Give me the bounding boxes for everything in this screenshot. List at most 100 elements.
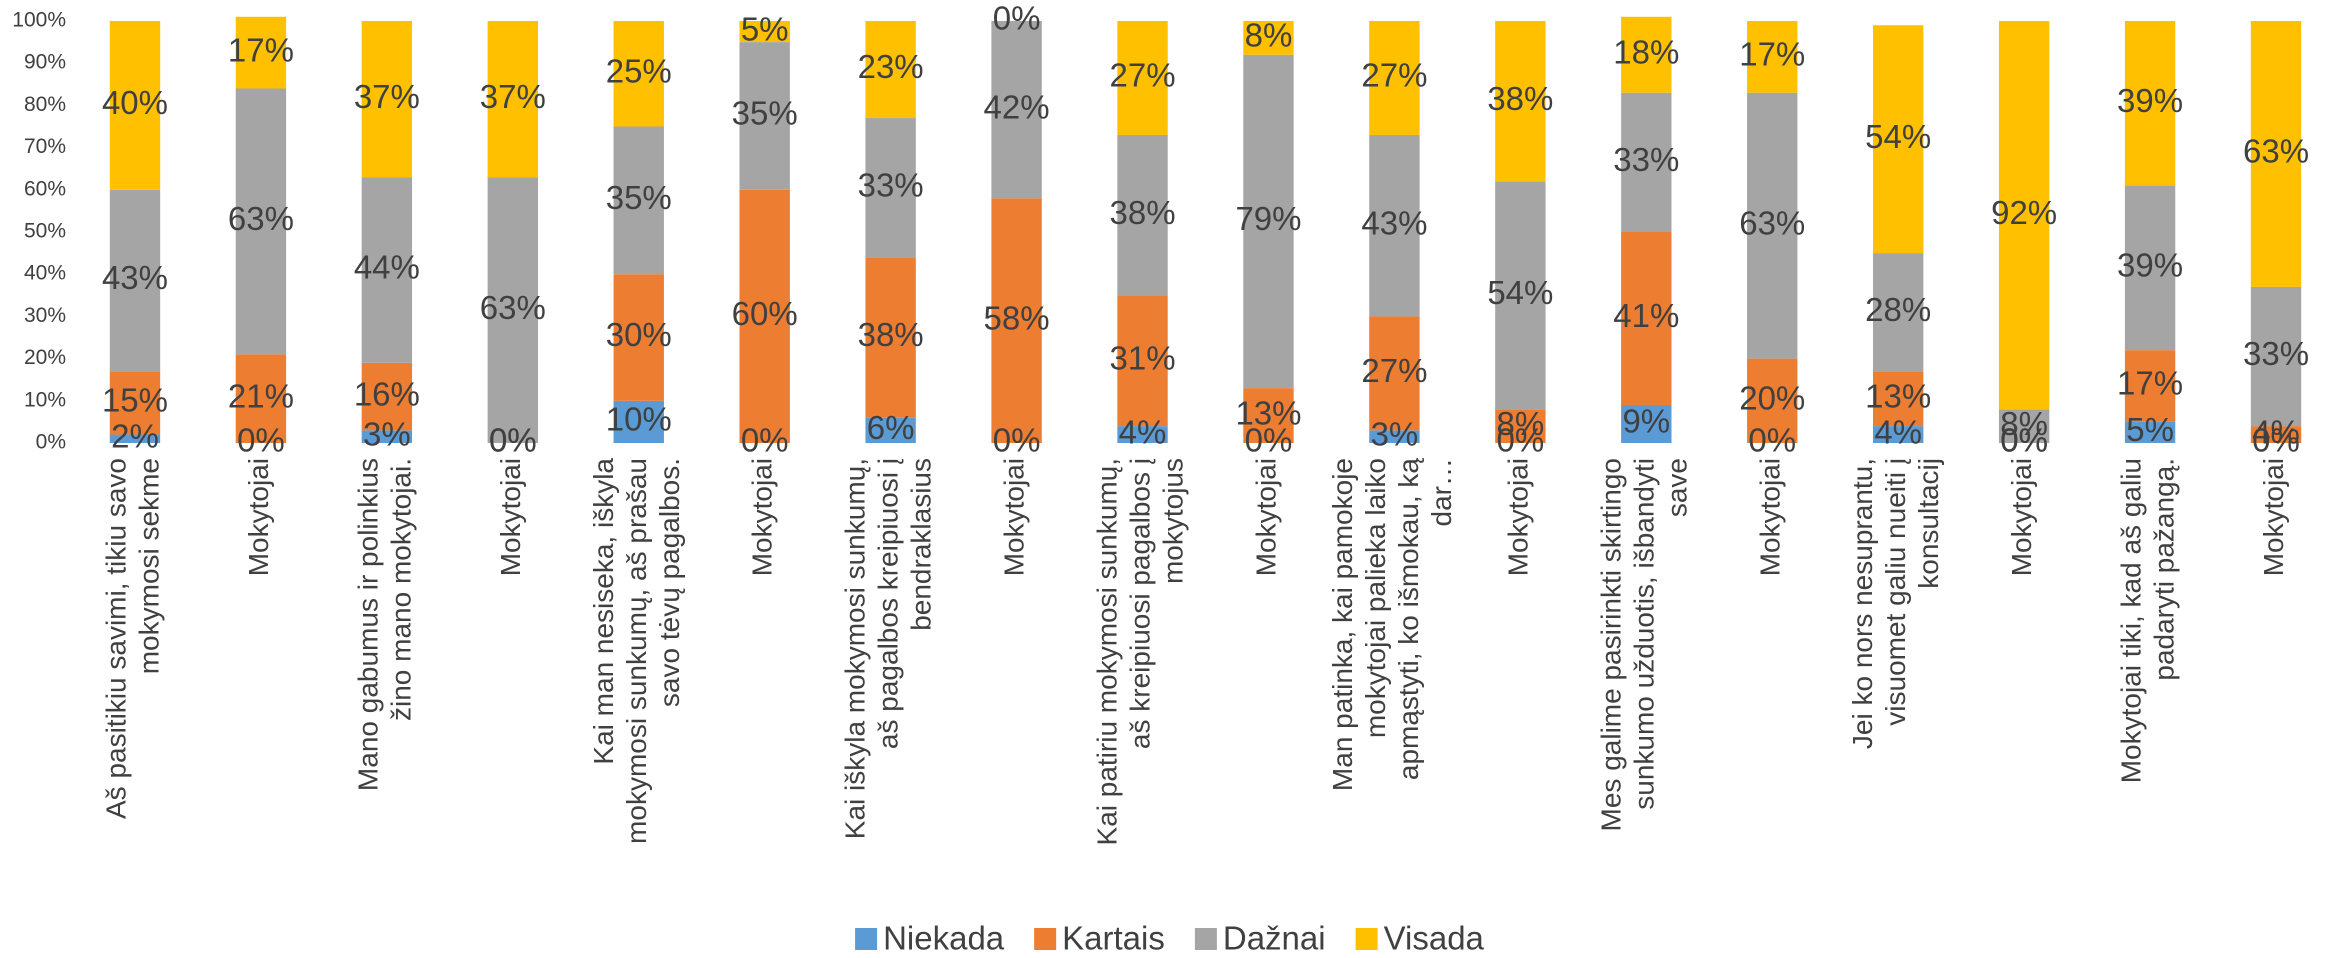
data-label: 8% — [1497, 405, 1545, 442]
x-tick-label-group: Jei ko nors nesuprantu,visuomet galiu nu… — [1848, 458, 1945, 749]
bar-segment — [109, 434, 161, 443]
data-label: 58% — [984, 299, 1050, 336]
data-label: 17% — [2117, 365, 2183, 402]
x-tick-label-group: Mokytojai — [1755, 458, 1786, 576]
legend-label: Kartais — [1062, 920, 1165, 957]
data-label: 37% — [480, 78, 546, 115]
data-label: 23% — [858, 48, 924, 85]
data-label: 54% — [1865, 118, 1931, 155]
data-label: 30% — [606, 316, 672, 353]
bar-segment — [109, 371, 161, 435]
x-tick-label: Mokytojai — [999, 458, 1030, 576]
bar-segment — [1621, 232, 1672, 406]
data-label: 13% — [1235, 394, 1301, 431]
data-label: 63% — [228, 200, 294, 237]
bar-segment — [361, 430, 413, 443]
data-label: 4% — [1874, 413, 1922, 450]
data-label: 0% — [237, 422, 285, 459]
x-tick-label-group: Aš pasitikiu savimi, tikiu savomokymosi … — [101, 458, 165, 819]
x-tick-label: Aš pasitikiu savimi, tikiu savomokymosi … — [101, 458, 165, 819]
data-label: 0% — [1748, 422, 1796, 459]
x-tick-label: Mes galime pasirinkti skirtingosunkumo u… — [1596, 458, 1693, 831]
bar-segment — [1369, 134, 1420, 317]
data-label: 38% — [858, 316, 924, 353]
data-label: 0% — [2000, 422, 2048, 459]
y-tick-label: 80% — [24, 93, 66, 116]
data-label: 8% — [1245, 17, 1293, 54]
y-tick-label: 100% — [12, 9, 66, 32]
legend: Niekada Kartais Dažnai Visada — [855, 920, 1485, 957]
bar-segment — [1369, 21, 1420, 135]
x-tick-label: Mokytojai — [2258, 458, 2289, 576]
data-label: 4% — [2252, 413, 2300, 450]
data-label: 20% — [1739, 380, 1805, 417]
bar-segment — [2124, 185, 2176, 351]
y-tick-label: 0% — [36, 431, 66, 454]
bar-segment — [1117, 134, 1168, 296]
x-tick-label-group: Mokytojai — [747, 458, 778, 576]
bar-segment — [235, 88, 287, 355]
bar-segment — [1495, 409, 1546, 443]
x-tick-label-group: Mokytojai — [1251, 458, 1282, 576]
data-label: 43% — [1361, 204, 1427, 241]
data-label: 8% — [2000, 405, 2048, 442]
bar-segment — [2124, 421, 2176, 443]
data-label: 0% — [2252, 422, 2300, 459]
x-tick-label: Mokytojai — [747, 458, 778, 576]
data-label: 0% — [489, 422, 537, 459]
x-tick-label-group: Kai iškyla mokymosi sunkumų,aš pagalbos … — [840, 458, 937, 839]
data-label: 41% — [1613, 297, 1679, 334]
data-label: 40% — [102, 84, 168, 121]
x-tick-label-group: Mokytojai — [1503, 458, 1534, 576]
x-tick-label: Mano gabumus ir polinkiusžino mano mokyt… — [353, 458, 417, 791]
data-label: 0% — [2000, 422, 2048, 459]
bar-segment — [991, 198, 1042, 443]
data-label: 42% — [984, 88, 1050, 125]
bar-segment — [1621, 405, 1672, 443]
x-tick-label-group: Man patinka, kai pamokojemokytojai palie… — [1327, 458, 1457, 792]
data-label: 63% — [1739, 204, 1805, 241]
bar-segment — [1495, 21, 1546, 182]
bar-segment — [1873, 371, 1924, 427]
data-label: 39% — [2117, 82, 2183, 119]
data-label: 60% — [732, 295, 798, 332]
bar-segment — [739, 21, 790, 43]
data-label: 92% — [1991, 194, 2057, 231]
bar-segment — [613, 274, 664, 401]
legend-swatch — [1194, 928, 1217, 950]
y-tick-label: 90% — [24, 51, 66, 74]
legend-swatch — [1034, 928, 1057, 950]
bar-segment — [1243, 54, 1294, 389]
x-tick-label-group: Mokytojai — [495, 458, 526, 576]
bar-segment — [2250, 426, 2302, 443]
bar-segment — [235, 354, 287, 443]
data-label: 33% — [2243, 335, 2309, 372]
x-tick-label: Mokytojai — [2007, 458, 2038, 576]
legend-label: Niekada — [883, 920, 1005, 957]
data-label: 38% — [1487, 80, 1553, 117]
data-label: 0% — [489, 422, 537, 459]
data-label: 27% — [1109, 57, 1175, 94]
bar-segment — [1495, 181, 1546, 410]
bar-segment — [613, 400, 664, 443]
bar-segment — [1369, 316, 1420, 431]
data-label: 27% — [1361, 57, 1427, 94]
bar-segment — [1873, 426, 1924, 443]
data-label: 16% — [354, 375, 420, 412]
x-tick-label: Jei ko nors nesuprantu,visuomet galiu nu… — [1848, 458, 1945, 749]
data-label: 17% — [1739, 36, 1805, 73]
legend-label: Dažnai — [1223, 920, 1326, 957]
bar-segment — [2124, 350, 2176, 422]
data-label: 0% — [741, 422, 789, 459]
x-tick-label: Mokytojai tiki, kad aš galiupadaryti paž… — [2116, 458, 2180, 783]
data-label: 2% — [111, 417, 159, 454]
data-label: 18% — [1613, 33, 1679, 70]
bar-segment — [613, 21, 664, 127]
y-tick-label: 20% — [24, 346, 66, 369]
bar-segment — [991, 21, 1042, 199]
bar-segment — [1117, 21, 1168, 135]
bar-segment — [1998, 21, 2050, 410]
y-tick-label: 40% — [24, 262, 66, 285]
bar-segment — [1243, 388, 1294, 443]
legend-swatch — [855, 928, 878, 950]
